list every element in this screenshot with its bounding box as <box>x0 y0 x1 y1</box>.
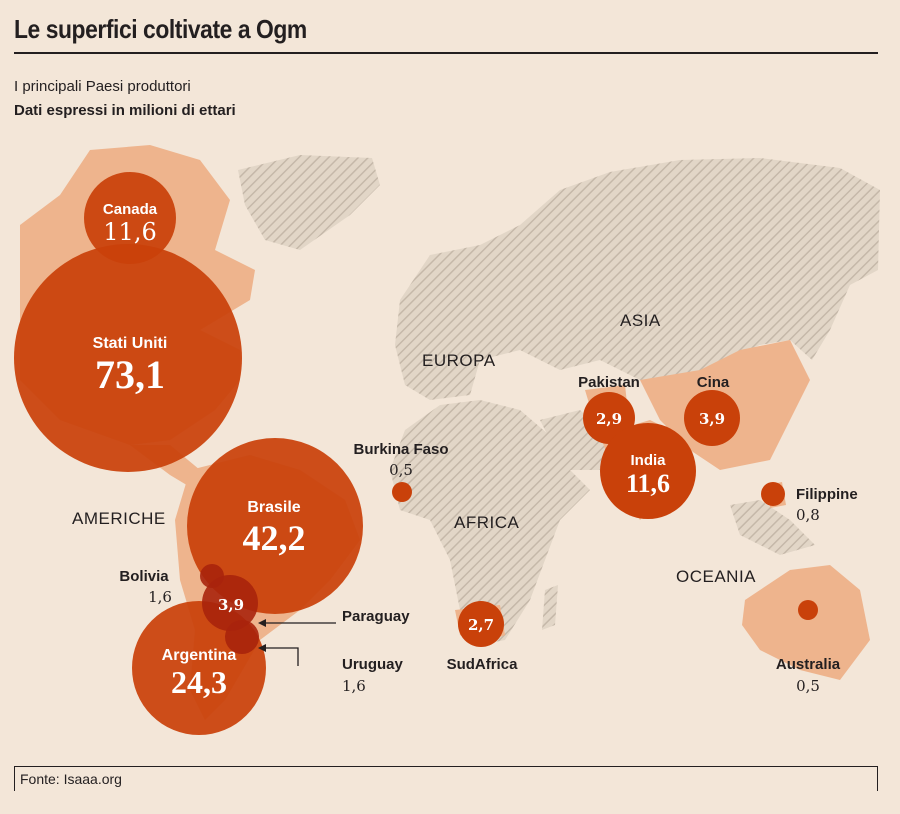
bubble-canada <box>84 172 176 264</box>
label-uruguay-value: 1,6 <box>342 677 366 695</box>
bubble-uruguay <box>225 620 259 654</box>
region-europa: EUROPA <box>422 351 496 370</box>
label-australia-value: 0,5 <box>796 677 820 695</box>
title-divider <box>14 52 878 54</box>
bubble-sudafrica <box>458 601 504 647</box>
label-paraguay-value: 3,9 <box>218 596 244 614</box>
leader-lines <box>258 619 336 666</box>
chart-subtitle: I principali Paesi produttori <box>14 78 191 95</box>
bubble-bolivia <box>200 564 224 588</box>
footer-frame <box>14 766 878 791</box>
label-australia-name: Australia <box>776 656 841 673</box>
bubble-burkina <box>392 482 412 502</box>
label-cina-value: 3,9 <box>699 410 725 428</box>
region-americhe: AMERICHE <box>72 509 166 528</box>
label-india-name: India <box>630 452 666 469</box>
label-canada-value: 11,6 <box>103 218 156 246</box>
label-filippine-name: Filippine <box>796 486 858 503</box>
bubble-brasile <box>187 438 363 614</box>
label-pakistan-value: 2,9 <box>596 410 622 428</box>
bubble-cina <box>684 390 740 446</box>
label-usa-value: 73,1 <box>95 352 165 397</box>
label-canada-name: Canada <box>103 201 158 218</box>
bubble-usa <box>14 244 242 472</box>
label-burkina-value: 0,5 <box>389 461 413 479</box>
label-uruguay-name: Uruguay <box>342 656 404 673</box>
region-asia: ASIA <box>620 311 661 330</box>
bubble-australia <box>798 600 818 620</box>
label-sudafrica-name: SudAfrica <box>447 656 519 673</box>
bubble-filippine <box>761 482 785 506</box>
label-argentina-value: 24,3 <box>171 664 227 700</box>
region-africa: AFRICA <box>454 513 520 532</box>
label-cina-name: Cina <box>697 374 730 391</box>
region-oceania: OCEANIA <box>676 567 756 586</box>
label-pakistan-name: Pakistan <box>578 374 640 391</box>
label-usa-name: Stati Uniti <box>93 335 168 352</box>
chart-title: Le superfici coltivate a Ogm <box>14 14 307 44</box>
label-paraguay-name: Paraguay <box>342 608 410 625</box>
source-note: Fonte: Isaaa.org <box>20 771 122 787</box>
unit-label: Dati espressi in milioni di ettari <box>14 102 236 119</box>
label-bolivia-name: Bolivia <box>119 568 169 585</box>
label-argentina-name: Argentina <box>162 647 237 664</box>
label-bolivia-value: 1,6 <box>148 588 172 606</box>
label-brasile-name: Brasile <box>247 499 300 516</box>
label-filippine-value: 0,8 <box>796 506 820 524</box>
label-burkina-name: Burkina Faso <box>353 441 448 458</box>
label-brasile-value: 42,2 <box>243 518 306 558</box>
label-india-value: 11,6 <box>626 469 670 498</box>
bubbles <box>14 172 818 735</box>
label-sudafrica-value: 2,7 <box>468 616 494 634</box>
bubble-paraguay <box>202 575 258 631</box>
bubble-india <box>600 423 696 519</box>
